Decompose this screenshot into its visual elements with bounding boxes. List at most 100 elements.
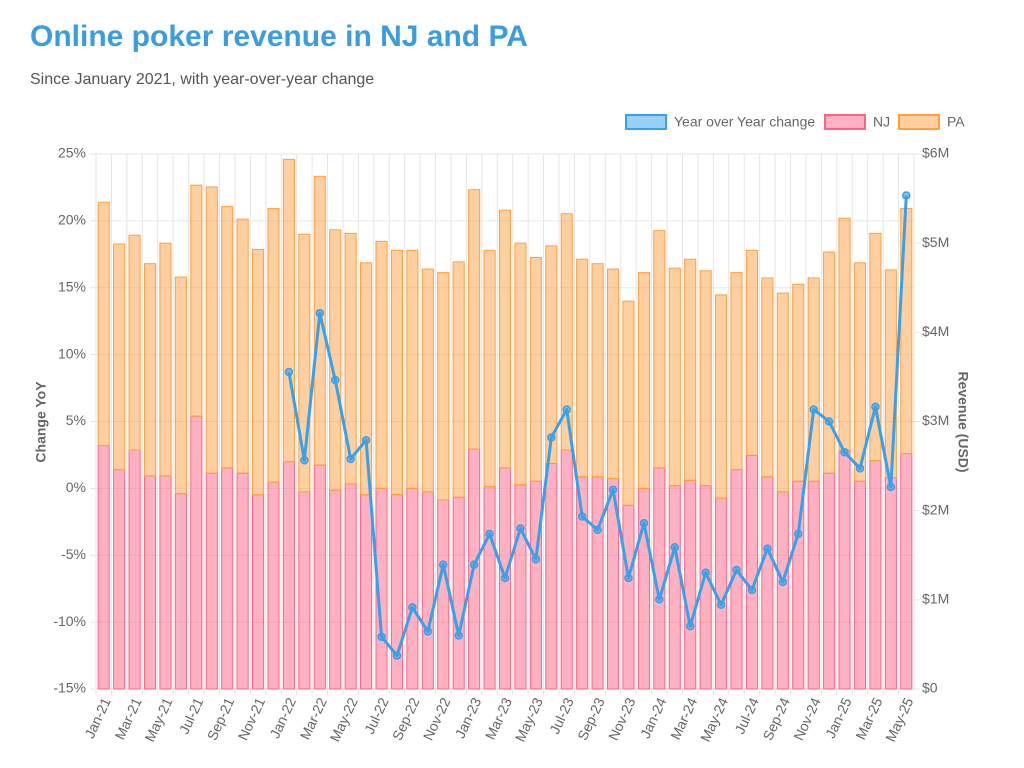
y2-tick-label: $6M [922,145,949,161]
bar [668,267,681,487]
bar [190,184,203,417]
point [763,544,772,553]
bar [545,462,558,690]
x-tick-label: Sep-21 [204,695,238,743]
bar [529,256,542,482]
point [284,367,294,377]
bar [360,494,373,690]
legend-swatch [824,114,866,130]
bar [221,206,234,469]
bar [853,480,867,690]
bar [792,283,805,482]
point [593,525,602,535]
bar [329,489,342,690]
y2-tick-label: $5M [922,234,949,250]
bar [900,453,913,690]
bar [205,186,218,474]
x-tick-label: Sep-22 [389,695,423,743]
bar [298,233,311,493]
x-tick-label: Mar-21 [111,695,144,742]
x-tick-label: Jan-22 [266,695,299,741]
point [500,573,510,583]
point [439,560,448,569]
x-tick-label: May-22 [327,695,361,744]
y-tick-label: -15% [53,680,86,696]
bar [699,270,712,487]
y2-axis-title: Revenue (USD) [955,371,971,472]
x-tick-label: Jan-25 [822,695,855,741]
point [701,568,710,577]
point [300,456,309,465]
bar [684,258,697,481]
bar [452,261,465,498]
bar [452,496,465,690]
x-tick-label: Jul-22 [361,695,392,737]
bar [884,477,897,690]
bar [128,234,141,451]
bar [437,499,450,690]
x-tick-label: May-21 [141,695,175,744]
legend-swatch [625,114,667,130]
bar [97,445,110,690]
y-tick-label: 25% [58,145,86,161]
point [361,435,371,445]
bar [560,213,573,451]
legend-label: Year over Year change [674,114,815,130]
bar [221,467,234,690]
bar [390,494,404,690]
x-tick-label: Sep-24 [759,695,793,743]
bar [174,276,187,495]
bar [252,248,265,496]
bar [483,486,496,690]
bar [637,272,650,489]
x-tick-label: Jan-23 [452,695,485,741]
bar [776,491,789,690]
y-axis-title: Change YoY [33,381,49,463]
y-tick-label: -5% [61,546,86,562]
bar [406,487,419,690]
y-tick-label: 0% [66,479,86,495]
point [315,308,325,318]
point [871,402,880,412]
point [824,417,834,426]
bar [606,268,620,480]
point [855,464,865,473]
legend-swatch [898,114,940,130]
bar [282,461,295,690]
bar [730,272,743,471]
bar [745,454,758,690]
x-tick-label: Jul-23 [546,695,577,737]
x-tick-label: May-25 [882,695,916,744]
bar [514,484,527,690]
point [330,375,340,385]
x-tick-label: Nov-22 [420,695,454,743]
bar [360,262,373,496]
bar [406,249,419,489]
point [624,573,633,583]
point [886,482,896,492]
bar [344,483,357,690]
bar [421,268,434,493]
point [346,454,355,464]
bar [545,245,558,464]
bar [236,472,249,690]
point [392,651,402,660]
bar [591,476,604,690]
point [716,600,726,609]
bar [421,491,434,690]
point [516,524,525,533]
y-tick-label: 15% [58,278,86,294]
bar [684,479,697,690]
bar [498,209,512,469]
bar [761,476,774,690]
bar [823,472,836,690]
x-tick-label: May-23 [512,695,546,744]
bar [514,242,527,486]
bar [529,480,542,690]
bar [159,475,172,690]
point [469,560,479,569]
bar [853,262,867,482]
bar [468,189,481,450]
point [562,405,571,414]
